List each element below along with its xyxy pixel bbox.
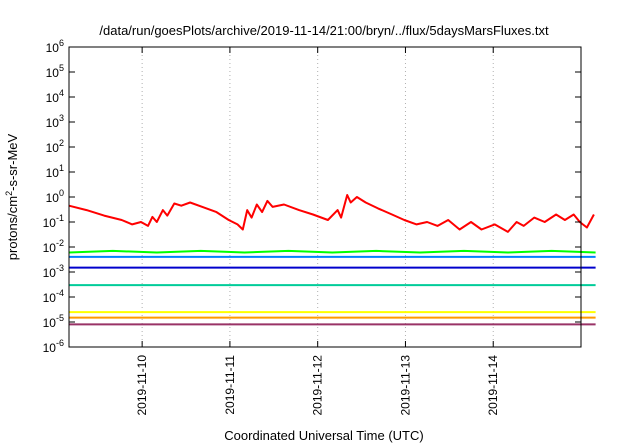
y-axis-label-sup: 2 <box>4 191 14 196</box>
series-line-1 <box>68 194 595 233</box>
x-tick-label: 2019-11-14 <box>486 355 500 416</box>
grid-lines <box>141 47 494 347</box>
x-tick-label: 2019-11-11 <box>223 355 237 415</box>
y-tick-label: 10-2 <box>43 238 64 255</box>
y-tick-label: 10-5 <box>43 313 64 330</box>
y-axis-label-rest: -s-sr-MeV <box>5 133 20 190</box>
y-tick-label: 104 <box>46 88 64 105</box>
y-tick-label: 101 <box>46 163 64 180</box>
y-tick-label: 10-4 <box>43 288 64 305</box>
plot-frame <box>68 46 582 348</box>
x-tick-label: 2019-11-13 <box>398 355 412 416</box>
x-tick-label: 2019-11-10 <box>135 355 149 416</box>
y-tick-label: 10-1 <box>43 213 64 230</box>
y-axis-label-base: protons/cm <box>5 196 20 260</box>
series-group <box>68 194 596 326</box>
x-tick-label: 2019-11-12 <box>311 355 325 416</box>
y-tick-label: 10-6 <box>43 338 64 355</box>
x-axis-label: Coordinated Universal Time (UTC) <box>224 428 423 443</box>
y-axis-label: protons/cm2-s-sr-MeV <box>4 133 20 260</box>
y-axis: 10-6 10-5 10-4 10-3 10-2 10-1 100 101 102 103 104 1… <box>43 38 581 355</box>
y-tick-label: 105 <box>46 63 64 80</box>
x-axis: 2019-11-10 2019-11-11 2019-11-12 2019-11-13… <box>135 47 500 416</box>
y-tick-label: 102 <box>46 138 64 155</box>
chart-title: /data/run/goesPlots/archive/2019-11-14/2… <box>99 23 549 38</box>
y-tick-label: 100 <box>46 188 64 205</box>
series-line-2 <box>68 249 596 254</box>
y-tick-label: 103 <box>46 113 64 130</box>
y-tick-label: 10-3 <box>43 263 64 280</box>
y-tick-label: 106 <box>46 38 64 55</box>
